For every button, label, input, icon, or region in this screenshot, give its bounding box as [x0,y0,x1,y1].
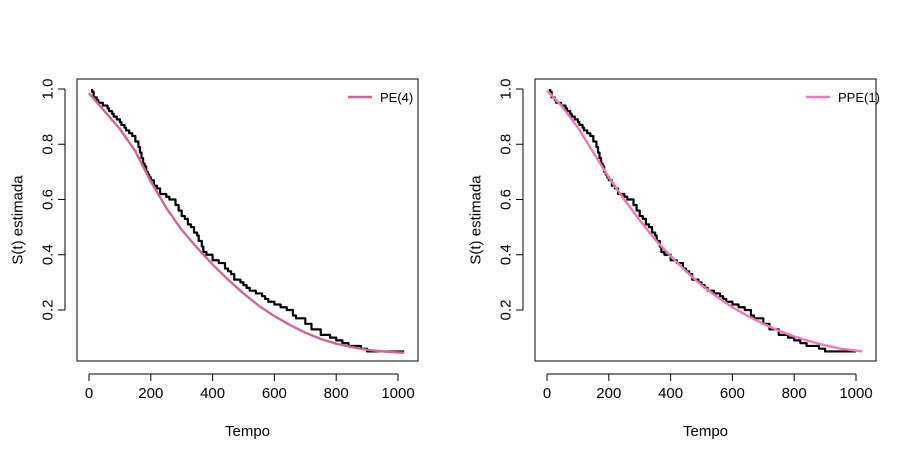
x-tick-label: 1000 [839,385,872,402]
x-tick-label: 600 [720,385,745,402]
x-axis: 0 200 400 600 800 1000 [543,373,873,402]
y-axis-title: S(t) estimada [10,175,27,265]
y-tick-label: 1.0 [40,79,57,100]
x-tick-label: 0 [85,385,93,402]
legend-label: PE(4) [380,90,413,105]
x-tick-label: 200 [596,385,621,402]
x-axis-title: Tempo [683,423,728,440]
y-tick-label: 0.6 [498,189,515,210]
y-axis: 0.2 0.4 0.6 0.8 1.0 [40,79,66,321]
x-tick-label: 200 [138,385,163,402]
fitted-curve-line [88,92,405,355]
x-tick-label: 400 [658,385,683,402]
kaplan-meier-step-line [90,89,405,353]
y-tick-label: 0.6 [40,189,57,210]
y-tick-label: 0.8 [498,134,515,155]
x-tick-label: 600 [262,385,287,402]
legend: PPE(1) [806,90,880,105]
chart-panel-2: 0 200 400 600 800 1000 0.2 0.4 0.6 0.8 1.0 Tempo S(t… [468,78,880,440]
y-tick-label: 1.0 [498,79,515,100]
x-tick-label: 800 [324,385,349,402]
y-axis: 0.2 0.4 0.6 0.8 1.0 [498,79,524,321]
y-tick-label: 0.8 [40,134,57,155]
chart-panel-1: 0 200 400 600 800 1000 0.2 0.4 0.6 0.8 1.0 Tempo S(t… [10,78,419,440]
y-tick-label: 0.2 [40,300,57,321]
kaplan-meier-step-line [548,89,856,353]
legend: PE(4) [348,90,413,105]
x-axis: 0 200 400 600 800 1000 [85,373,415,402]
plot-area-border [76,78,419,362]
y-tick-label: 0.2 [498,300,515,321]
x-tick-label: 1000 [381,385,414,402]
x-axis-title: Tempo [225,423,270,440]
fitted-curve-line [546,89,863,353]
x-tick-label: 400 [200,385,225,402]
plot-area-border [534,78,877,362]
y-axis-title: S(t) estimada [468,175,485,265]
y-tick-label: 0.4 [40,244,57,265]
legend-label: PPE(1) [838,90,880,105]
x-tick-label: 0 [543,385,551,402]
x-tick-label: 800 [782,385,807,402]
y-tick-label: 0.4 [498,244,515,265]
